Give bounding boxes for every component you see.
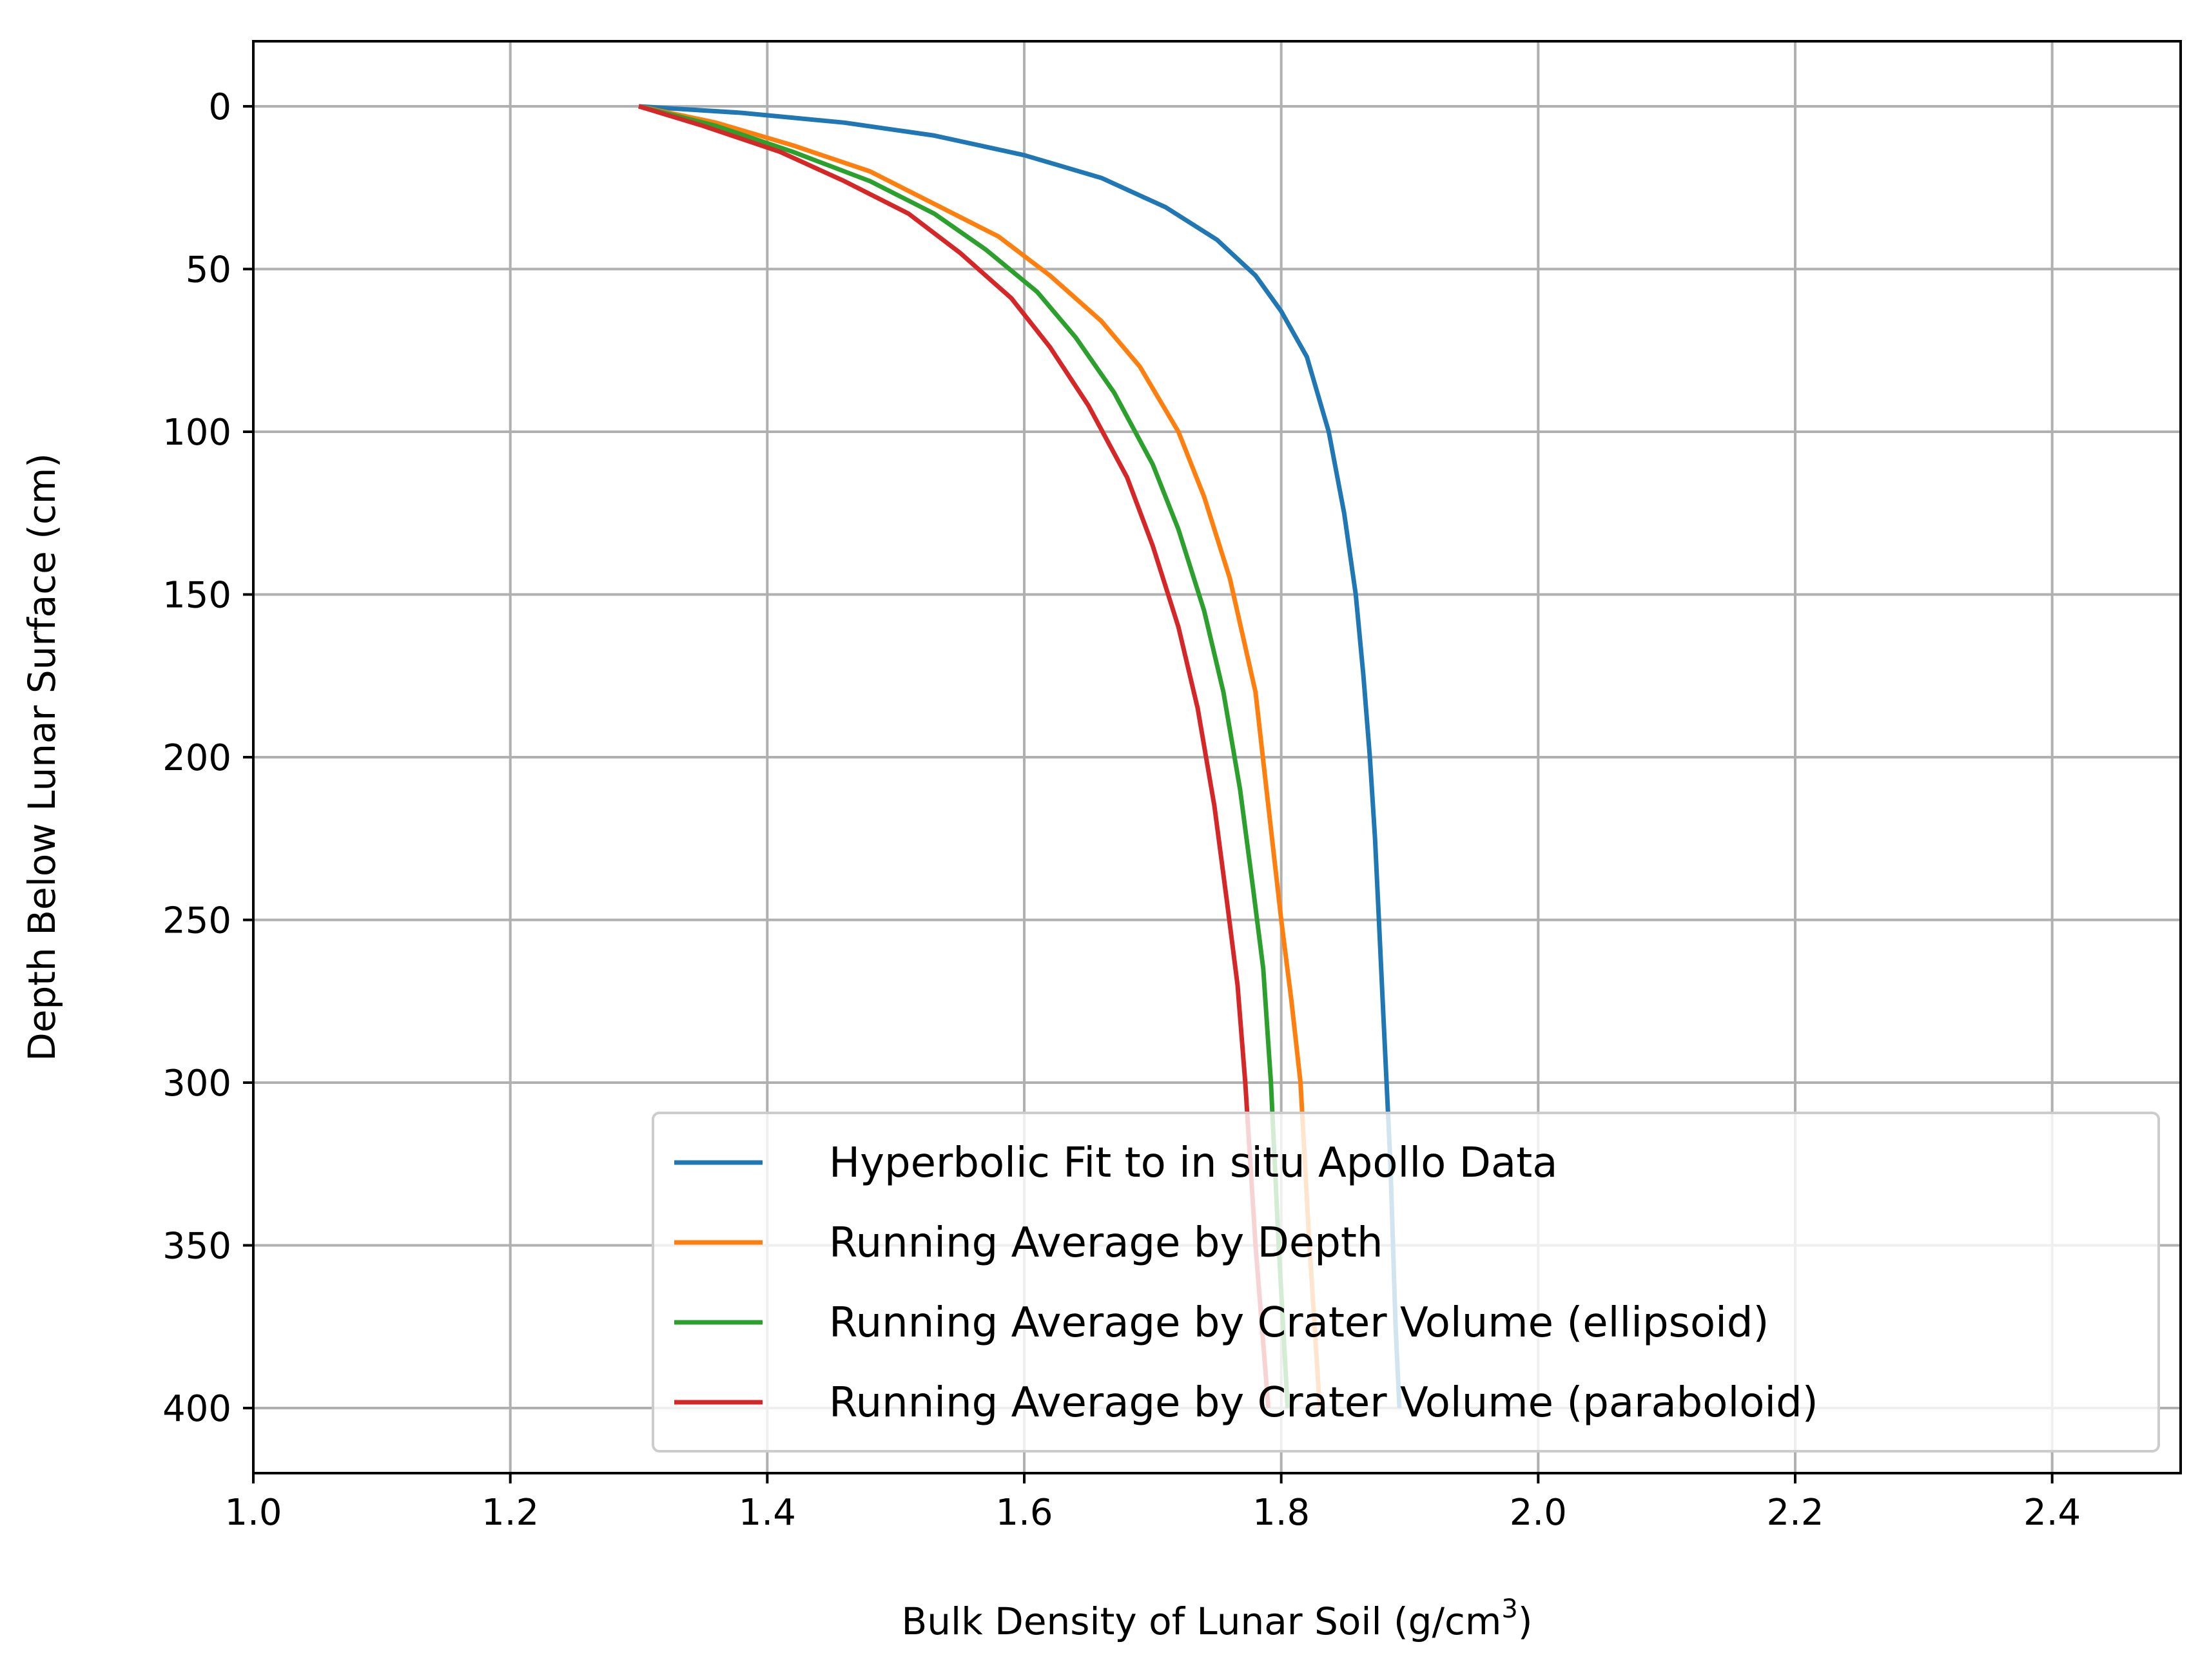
y-tick-label: 250 bbox=[162, 900, 231, 942]
x-tick-label: 1.2 bbox=[482, 1492, 539, 1534]
y-tick-label: 100 bbox=[162, 412, 231, 454]
legend-box bbox=[652, 1112, 2160, 1453]
series-line-3 bbox=[638, 104, 1290, 1409]
series-line-4 bbox=[637, 104, 1271, 1409]
y-tick-label: 150 bbox=[162, 575, 231, 617]
x-tick-label: 2.4 bbox=[2023, 1492, 2081, 1534]
x-tick-label: 1.0 bbox=[224, 1492, 282, 1534]
x-axis-title-superscript: 3 bbox=[1501, 1594, 1517, 1624]
y-tick-label: 400 bbox=[162, 1388, 231, 1430]
y-tick-label: 300 bbox=[162, 1063, 231, 1105]
x-tick-label: 1.4 bbox=[739, 1492, 796, 1534]
x-axis-title-text: Bulk Density of Lunar Soil (g/cm bbox=[901, 1599, 1501, 1643]
legend-label-1: Hyperbolic Fit to in situ Apollo Data bbox=[829, 1139, 1557, 1187]
x-axis-title-close: ) bbox=[1518, 1599, 1533, 1643]
y-axis-title: Depth Below Lunar Surface (cm) bbox=[20, 453, 64, 1061]
grid bbox=[252, 41, 2181, 1473]
x-tick-label: 1.6 bbox=[995, 1492, 1053, 1534]
x-tick-label: 1.8 bbox=[1252, 1492, 1310, 1534]
y-tick-label: 200 bbox=[162, 737, 231, 779]
legend: Hyperbolic Fit to in situ Apollo Data Run… bbox=[652, 1112, 2160, 1453]
y-tick-label: 350 bbox=[162, 1226, 231, 1268]
legend-label-4: Running Average by Crater Volume (parabo… bbox=[829, 1379, 1818, 1427]
legend-label-2: Running Average by Depth bbox=[829, 1219, 1383, 1267]
series-line-1 bbox=[638, 104, 1402, 1409]
x-tick-label: 2.2 bbox=[1766, 1492, 1824, 1534]
legend-label-3: Running Average by Crater Volume (ellips… bbox=[829, 1299, 1769, 1347]
series-line-2 bbox=[638, 104, 1322, 1409]
x-axis-title: Bulk Density of Lunar Soil (g/cm3) bbox=[901, 1594, 1532, 1643]
axis-ticks: 1.0 1.2 1.4 1.6 1.8 2.0 2.2 2.4 0 50 100 150 200 250 3… bbox=[162, 86, 2081, 1534]
x-tick-label: 2.0 bbox=[1510, 1492, 1567, 1534]
y-tick-label: 0 bbox=[208, 86, 231, 128]
series-lines bbox=[637, 104, 1402, 1409]
y-tick-label: 50 bbox=[186, 249, 231, 291]
